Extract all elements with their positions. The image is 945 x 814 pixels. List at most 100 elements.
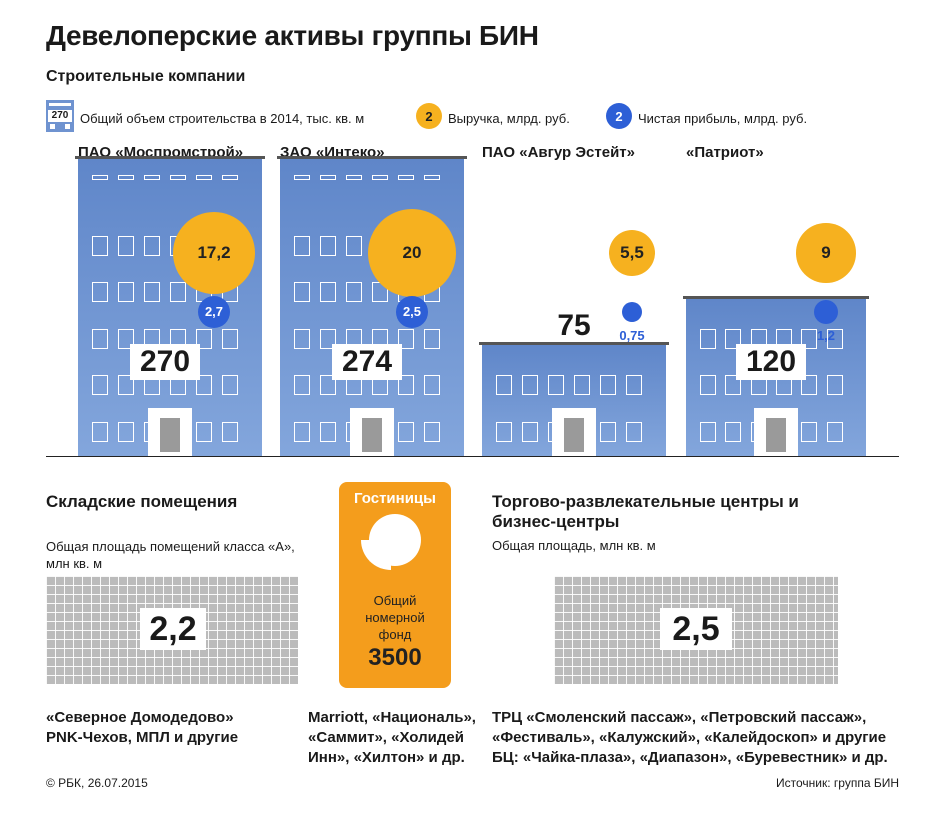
window (294, 175, 310, 180)
window (196, 421, 212, 442)
window (92, 375, 108, 395)
window (196, 375, 212, 395)
window (320, 175, 336, 180)
hotels-value: 3500 (368, 644, 422, 671)
construction-heading: Строительные компании (46, 68, 246, 85)
building-roof (683, 295, 869, 299)
door-panel (362, 418, 382, 452)
volume-value-mospromstroy: 270 (130, 344, 200, 380)
window (522, 421, 538, 442)
window (725, 375, 742, 395)
window (700, 328, 716, 349)
profit-circle-mospromstroy: 2,7 (197, 295, 231, 329)
window (725, 421, 742, 442)
window (196, 328, 212, 349)
warehouses-heading: Складские помещения (46, 492, 238, 511)
window (294, 235, 310, 256)
window (372, 175, 388, 180)
building-roof (277, 156, 467, 159)
window (144, 175, 160, 180)
building-avgur (479, 342, 669, 456)
window (92, 235, 108, 256)
window (826, 328, 843, 349)
window (294, 421, 310, 442)
legend-profit-circle: 2 (606, 103, 632, 129)
page-title: Девелоперские активы группы БИН (46, 20, 539, 51)
door (148, 408, 192, 456)
window (398, 328, 414, 349)
window (170, 175, 186, 180)
profit-value-patriot: 1,2 (816, 328, 836, 343)
profit-circle-avgur (621, 301, 643, 323)
window (118, 328, 134, 349)
window (118, 375, 134, 395)
window (398, 175, 414, 180)
window (626, 375, 642, 395)
window (222, 421, 238, 442)
window (92, 282, 108, 302)
construction-chart: 270 17,2 2,7 274 20 2,5 75 5,5 0,75 120 9 1,2 (75, 156, 869, 456)
chart-baseline (46, 456, 899, 457)
revenue-circle-inteko: 20 (367, 208, 457, 298)
window (826, 421, 843, 442)
malls-names-line1: ТРЦ «Смоленский пассаж», «Петровский пас… (492, 709, 867, 726)
window (320, 421, 336, 442)
window (700, 421, 716, 442)
legend-revenue-label: Выручка, млрд. руб. (448, 111, 570, 126)
window (398, 421, 414, 442)
profit-circle-patriot (813, 299, 839, 325)
profit-value-avgur: 0,75 (619, 328, 645, 343)
volume-value-patriot: 120 (736, 344, 806, 380)
warehouses-names: «Северное Домодедово» PNK-Чехов, МПЛ и д… (46, 709, 239, 746)
window (626, 421, 642, 442)
hotel-door-hanger: Гостиницы Общий номерной фонд 3500 (339, 482, 451, 688)
window (600, 375, 616, 395)
building-inteko (277, 156, 467, 456)
window (294, 328, 310, 349)
window (320, 375, 336, 395)
revenue-circle-mospromstroy: 17,2 (172, 211, 256, 295)
window (424, 175, 440, 180)
window (294, 282, 310, 302)
window (346, 175, 362, 180)
window (522, 375, 538, 395)
company-label-patriot: «Патриот» (686, 144, 764, 161)
malls-names-line3: БЦ: «Чайка-плаза», «Диапазон», «Буревест… (492, 749, 888, 766)
building-roof (479, 342, 669, 345)
building-roof (75, 156, 265, 159)
window (548, 375, 564, 395)
window (92, 328, 108, 349)
malls-heading: Торгово-развлекательные центры и бизнес-… (492, 492, 799, 531)
warehouses-area-grid: 2,2 (46, 576, 298, 684)
volume-value-avgur: 75 (557, 309, 591, 342)
window (600, 421, 616, 442)
window (346, 235, 362, 256)
window (574, 375, 590, 395)
door-panel (160, 418, 180, 452)
revenue-circle-patriot: 9 (796, 223, 856, 283)
profit-circle-inteko: 2,5 (396, 296, 428, 328)
window (118, 421, 134, 442)
window (294, 375, 310, 395)
window (801, 375, 818, 395)
hotels-heading: Гостиницы (354, 490, 436, 507)
window (725, 328, 742, 349)
window (222, 375, 238, 395)
malls-area-grid: 2,5 (554, 576, 838, 684)
window (801, 328, 818, 349)
malls-value: 2,5 (660, 608, 732, 650)
window (144, 282, 160, 302)
window (222, 328, 238, 349)
legend-profit-label: Чистая прибыль, млрд. руб. (638, 111, 808, 126)
door (350, 408, 394, 456)
window (320, 235, 336, 256)
window (118, 235, 134, 256)
hotels-names: Marriott, «Националь», «Саммит», «Холиде… (308, 709, 476, 766)
window (700, 375, 716, 395)
window (496, 375, 512, 395)
building-legend-icon: 270 (46, 100, 74, 132)
window (92, 421, 108, 442)
revenue-circle-avgur: 5,5 (608, 229, 656, 277)
building-legend-icon-value: 270 (48, 110, 72, 122)
copyright: © РБК, 26.07.2015 (46, 776, 148, 790)
